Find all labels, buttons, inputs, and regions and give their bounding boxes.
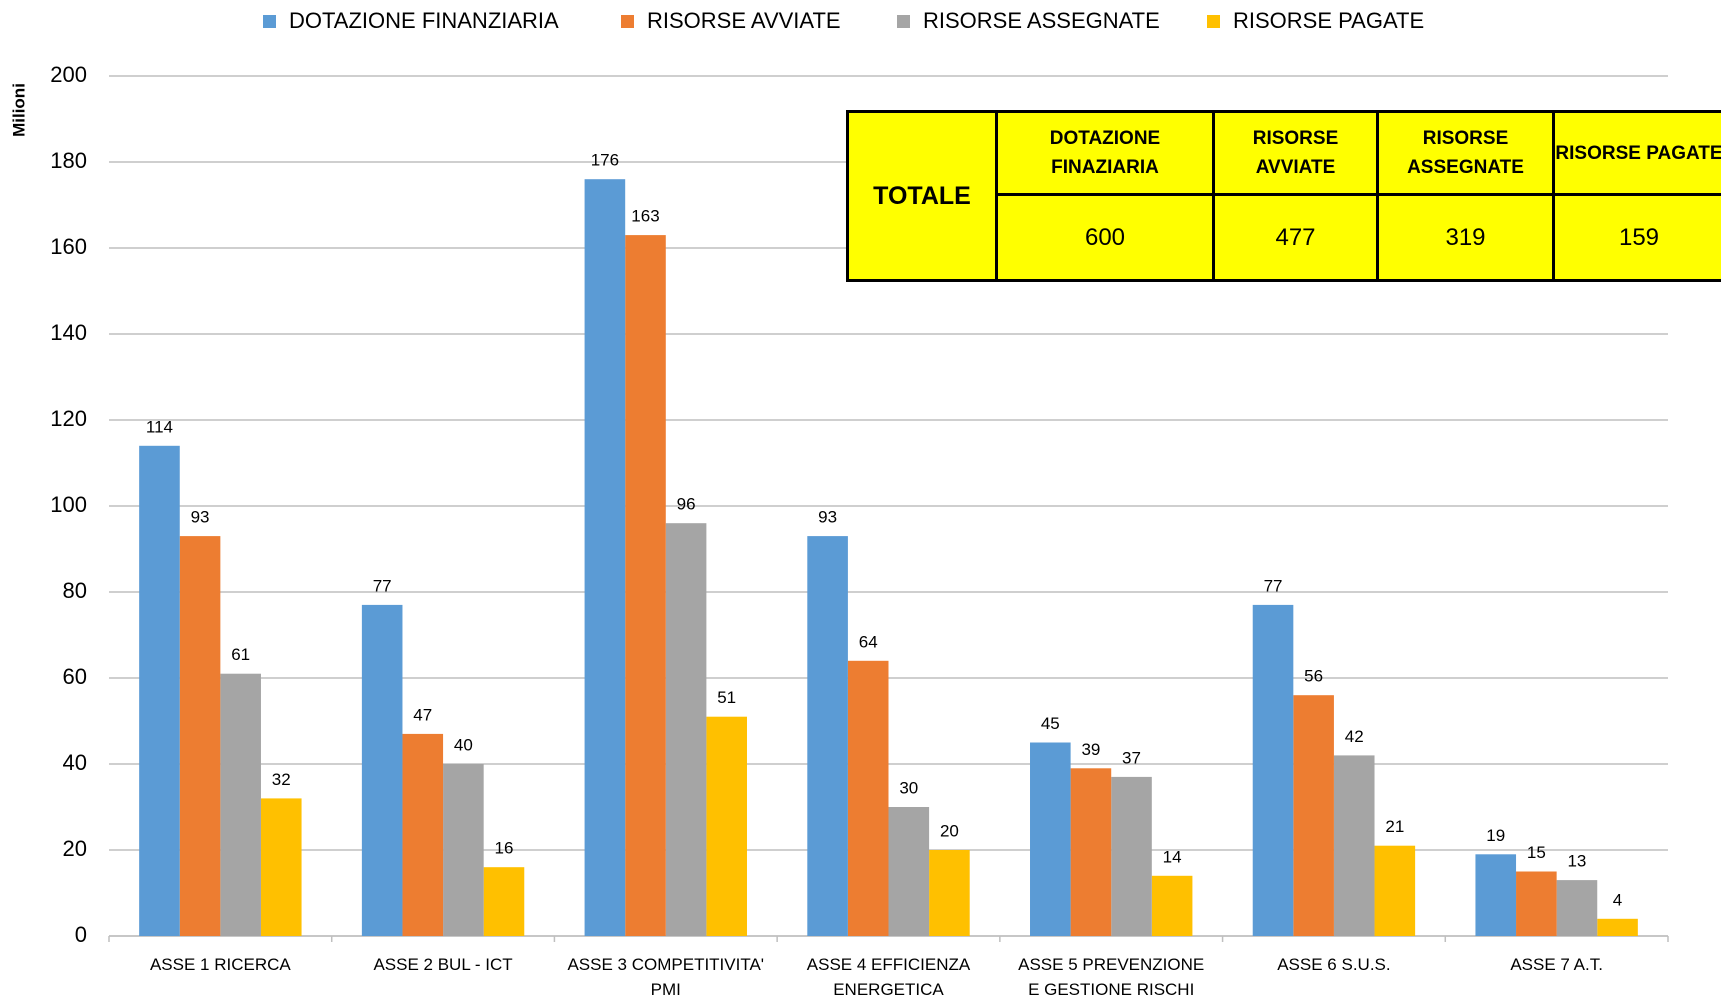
bar <box>220 673 261 936</box>
data-label: 30 <box>899 778 918 797</box>
data-label: 163 <box>631 207 659 226</box>
legend-swatch <box>263 15 276 28</box>
bar <box>1516 871 1557 936</box>
y-axis-title: Milioni <box>9 83 28 137</box>
legend-swatch <box>1207 15 1220 28</box>
bar <box>706 716 747 936</box>
table-value: 600 <box>995 193 1215 282</box>
y-tick-label: 180 <box>50 148 87 173</box>
bar <box>1070 768 1112 936</box>
legend-label: RISORSE ASSEGNATE <box>923 8 1160 33</box>
data-label: 42 <box>1345 727 1364 746</box>
x-tick-label: ASSE 6 S.U.S. <box>1277 955 1391 974</box>
x-tick-label: ASSE 1 RICERCA <box>149 955 291 974</box>
data-label: 51 <box>717 688 736 707</box>
data-label: 4 <box>1613 890 1622 909</box>
x-tick-label: ASSE 7 A.T. <box>1510 955 1603 974</box>
y-tick-label: 20 <box>63 836 87 861</box>
data-label: 176 <box>591 151 619 170</box>
bar <box>847 660 889 936</box>
legend-label: DOTAZIONE FINANZIARIA <box>289 8 559 33</box>
table-header: RISORSE AVVIATE <box>1212 110 1379 196</box>
data-label: 77 <box>373 576 392 595</box>
bar <box>1475 854 1517 936</box>
legend-swatch <box>897 15 910 28</box>
table-header: RISORSE ASSEGNATE <box>1376 110 1555 196</box>
data-label: 45 <box>1041 714 1060 733</box>
table-value: 477 <box>1212 193 1379 282</box>
x-tick-label: ASSE 4 EFFICIENZA ENERGETICA <box>806 955 971 998</box>
x-tick-label: ASSE 3 COMPETITIVITA' PMI <box>567 955 765 998</box>
bar <box>665 523 707 936</box>
bar <box>139 445 180 936</box>
data-label: 114 <box>146 417 173 436</box>
bar <box>402 733 444 936</box>
bar <box>179 536 221 936</box>
bar <box>443 764 484 936</box>
bar <box>1597 918 1638 936</box>
data-label: 15 <box>1527 843 1546 862</box>
data-label: 61 <box>231 645 250 664</box>
bar <box>1252 604 1294 936</box>
bar <box>1374 845 1416 936</box>
bar <box>1293 695 1334 936</box>
y-tick-label: 140 <box>50 320 87 345</box>
bar <box>1030 742 1071 936</box>
y-tick-label: 200 <box>50 62 87 87</box>
data-label: 32 <box>272 770 291 789</box>
data-label: 37 <box>1122 748 1141 767</box>
bar <box>361 604 403 936</box>
y-tick-label: 40 <box>63 750 87 775</box>
data-label: 93 <box>818 508 837 527</box>
data-label: 13 <box>1567 852 1586 871</box>
table-header: RISORSE PAGATE <box>1552 110 1721 196</box>
table-value: 159 <box>1552 193 1721 282</box>
bar <box>929 850 970 936</box>
data-label: 19 <box>1486 826 1505 845</box>
y-tick-label: 60 <box>63 664 87 689</box>
data-label: 20 <box>940 821 959 840</box>
data-label: 40 <box>454 735 473 754</box>
table-value: 319 <box>1376 193 1555 282</box>
data-label: 21 <box>1385 817 1404 836</box>
x-tick-label: ASSE 2 BUL - ICT <box>373 955 513 974</box>
bar <box>888 807 930 936</box>
bar <box>1151 875 1193 936</box>
data-label: 64 <box>859 632 878 651</box>
y-tick-label: 100 <box>50 492 87 517</box>
table-header: DOTAZIONE FINAZIARIA <box>995 110 1215 196</box>
data-label: 96 <box>677 495 696 514</box>
data-label: 77 <box>1264 576 1283 595</box>
y-tick-label: 0 <box>75 922 87 947</box>
legend-label: RISORSE AVVIATE <box>647 8 841 33</box>
x-tick-label: ASSE 5 PREVENZIONE E GESTIONE RISCHI <box>1018 955 1205 998</box>
data-label: 14 <box>1163 847 1182 866</box>
data-label: 47 <box>413 705 432 724</box>
legend-swatch <box>621 15 634 28</box>
bar <box>260 798 302 936</box>
data-label: 39 <box>1081 740 1100 759</box>
data-label: 93 <box>191 508 210 527</box>
bar <box>1111 776 1152 936</box>
table-label: TOTALE <box>846 110 998 282</box>
y-tick-label: 80 <box>63 578 87 603</box>
data-label: 16 <box>495 839 514 858</box>
data-label: 56 <box>1304 667 1323 686</box>
bar <box>1333 755 1375 936</box>
legend-label: RISORSE PAGATE <box>1233 8 1424 33</box>
totals-table: TOTALE DOTAZIONE FINAZIARIA RISORSE AVVI… <box>846 110 1721 282</box>
bar <box>483 867 525 936</box>
bar <box>584 179 626 936</box>
bar <box>807 536 848 936</box>
bar <box>1556 880 1598 936</box>
y-tick-label: 120 <box>50 406 87 431</box>
bar <box>625 235 666 937</box>
y-tick-label: 160 <box>50 234 87 259</box>
